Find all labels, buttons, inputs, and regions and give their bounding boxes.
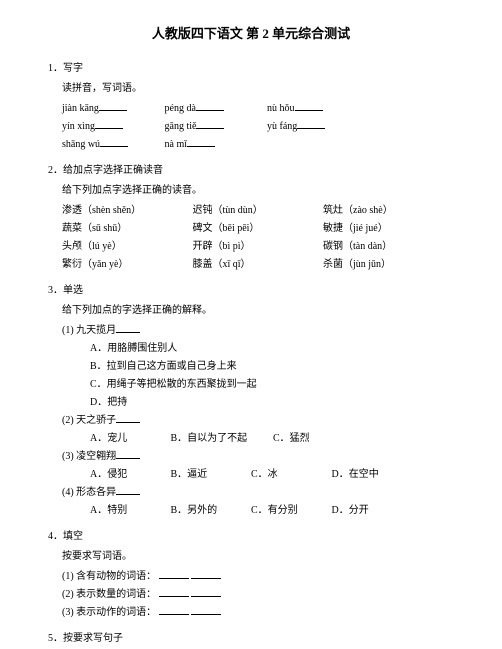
opt: C．有分别 (251, 503, 329, 519)
q3-3: (3) 凌空翱翔 (62, 449, 454, 465)
pinyin-text: jiàn kāng (62, 103, 99, 114)
reading-item: 繁衍（yǎn yè） (62, 257, 190, 273)
blank (116, 449, 140, 459)
pinyin-text: yù fáng (267, 121, 297, 132)
reading-item: 迟钝（tùn dùn） (193, 203, 321, 219)
q3-1-opt-c: C．用绳子等把松散的东西聚拢到一起 (90, 377, 454, 393)
reading-item: 杀菌（jùn jūn） (323, 257, 451, 273)
q3-1-num: (1) (62, 323, 74, 339)
q3-2-num: (2) (62, 413, 74, 429)
q4-1-label: 含有动物的词语： (76, 571, 156, 582)
q3-2-stem: 天之骄子 (76, 415, 116, 426)
blank (95, 119, 123, 129)
q3-4-num: (4) (62, 485, 74, 501)
pinyin-row: yín xìng gāng tiě yù fáng (62, 119, 454, 135)
opt: A．宠儿 (90, 431, 168, 447)
reading-item: 渗透（shèn shěn） (62, 203, 190, 219)
blank (196, 101, 224, 111)
blank (297, 119, 325, 129)
q4-sub: 按要求写词语。 (62, 549, 454, 565)
opt: D．在空中 (332, 467, 379, 483)
q4-heading: 4．填空 (48, 529, 454, 545)
q3-4: (4) 形态各异 (62, 485, 454, 501)
pinyin-text: shāng wú (62, 139, 100, 150)
q3-4-stem: 形态各异 (76, 487, 116, 498)
opt: B．另外的 (171, 503, 249, 519)
reading-item: 碳钢（tàn dàn） (323, 239, 451, 255)
q3-sub: 给下列加点的字选择正确的解释。 (62, 303, 454, 319)
blank (159, 569, 189, 579)
q3-1: (1) 九天揽月 (62, 323, 454, 339)
reading-item: 碑文（bēi pēi） (193, 221, 321, 237)
q4-3: (3) 表示动作的词语： (62, 605, 454, 621)
pinyin-text: péng dà (165, 103, 196, 114)
opt: A．侵犯 (90, 467, 168, 483)
reading-item: 头颅（lú yè） (62, 239, 190, 255)
q5-heading: 5．按要求写句子 (48, 631, 454, 647)
pinyin-text: gāng tiě (165, 121, 197, 132)
pinyin-text: nù hǒu (267, 103, 295, 114)
q4-2-label: 表示数量的词语： (76, 589, 156, 600)
q4-3-num: (3) (62, 605, 74, 621)
q4-2: (2) 表示数量的词语： (62, 587, 454, 603)
pinyin-text: yín xìng (62, 121, 95, 132)
reading-row: 渗透（shèn shěn） 迟钝（tùn dùn） 筑灶（zào shè） (62, 203, 454, 219)
q3-1-stem: 九天揽月 (76, 325, 116, 336)
blank (191, 587, 221, 597)
pinyin-row: jiàn kāng péng dà nù hǒu (62, 101, 454, 117)
reading-item: 膝盖（xī qī） (193, 257, 321, 273)
q4-1-num: (1) (62, 569, 74, 585)
opt: D．分开 (332, 503, 369, 519)
opt: B．逼近 (171, 467, 249, 483)
q2-heading: 2．给加点字选择正确读音 (48, 163, 454, 179)
q1-heading: 1．写字 (48, 61, 454, 77)
opt: C．冰 (251, 467, 329, 483)
page-title: 人教版四下语文 第 2 单元综合测试 (48, 24, 454, 45)
q3-2-opts: A．宠儿 B．自以为了不起 C．猛烈 (90, 431, 454, 447)
reading-row: 蔬菜（sū shū） 碑文（bēi pēi） 敏捷（jié jué） (62, 221, 454, 237)
q1-sub: 读拼音，写词语。 (62, 81, 454, 97)
q3-2: (2) 天之骄子 (62, 413, 454, 429)
q3-1-opt-a: A．用胳膊围住别人 (90, 341, 454, 357)
blank (159, 587, 189, 597)
q4-2-num: (2) (62, 587, 74, 603)
blank (295, 101, 323, 111)
pinyin-row: shāng wú nà mǐ (62, 137, 454, 153)
q3-3-num: (3) (62, 449, 74, 465)
blank (196, 119, 224, 129)
q4-1: (1) 含有动物的词语： (62, 569, 454, 585)
blank (100, 137, 128, 147)
blank (116, 413, 140, 423)
q3-3-opts: A．侵犯 B．逼近 C．冰 D．在空中 (90, 467, 454, 483)
blank (191, 569, 221, 579)
blank (187, 137, 215, 147)
q4-3-label: 表示动作的词语： (76, 607, 156, 618)
reading-item: 敏捷（jié jué） (323, 221, 451, 237)
opt: C．猛烈 (273, 431, 351, 447)
q3-3-stem: 凌空翱翔 (76, 451, 116, 462)
q3-1-opt-d: D．把持 (90, 395, 454, 411)
blank (159, 605, 189, 615)
blank (191, 605, 221, 615)
q3-1-opt-b: B．拉到自己这方面或自己身上来 (90, 359, 454, 375)
reading-item: 开辟（bì pì） (193, 239, 321, 255)
reading-row: 头颅（lú yè） 开辟（bì pì） 碳钢（tàn dàn） (62, 239, 454, 255)
reading-row: 繁衍（yǎn yè） 膝盖（xī qī） 杀菌（jùn jūn） (62, 257, 454, 273)
opt: B．自以为了不起 (171, 431, 271, 447)
reading-item: 蔬菜（sū shū） (62, 221, 190, 237)
opt: A．特别 (90, 503, 168, 519)
q2-sub: 给下列加点字选择正确的读音。 (62, 183, 454, 199)
blank (99, 101, 127, 111)
pinyin-text: nà mǐ (165, 139, 188, 150)
q3-4-opts: A．特别 B．另外的 C．有分别 D．分开 (90, 503, 454, 519)
blank (116, 323, 140, 333)
q3-heading: 3．单选 (48, 283, 454, 299)
blank (116, 485, 140, 495)
reading-item: 筑灶（zào shè） (323, 203, 451, 219)
